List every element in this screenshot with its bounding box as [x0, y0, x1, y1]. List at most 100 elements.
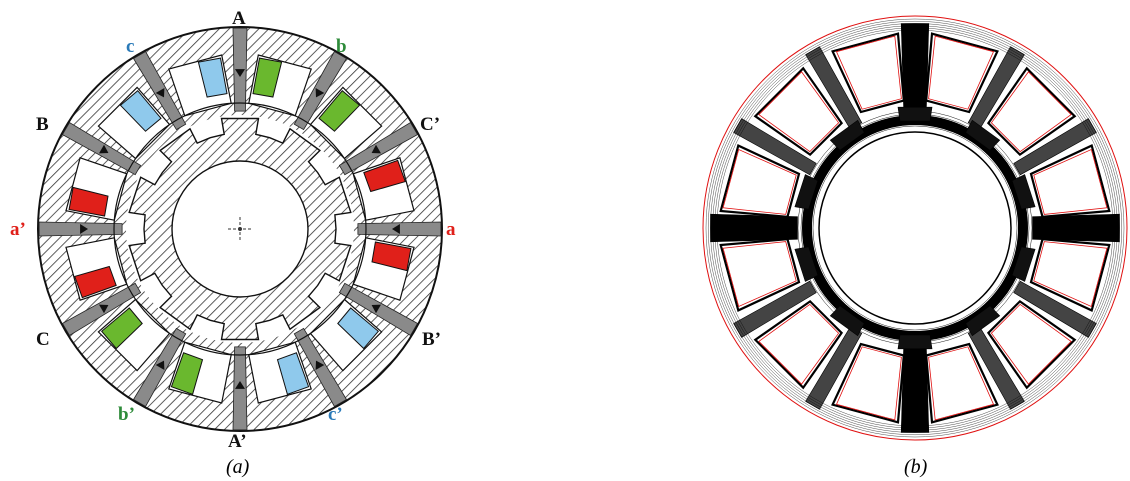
flux-band [1013, 118, 1097, 176]
label-ap: a’ [10, 219, 26, 240]
phase-coil [68, 186, 109, 217]
phase-coil [119, 89, 162, 132]
slot-window [986, 299, 1077, 390]
phase-coil [337, 307, 380, 350]
phase-coil [100, 307, 143, 350]
slot-outline [990, 71, 1072, 153]
flux-band [733, 280, 817, 338]
flux-contour [712, 25, 1118, 431]
slot-window [719, 144, 801, 218]
caption-a: (a) [226, 456, 250, 478]
label-cp: c’ [328, 404, 343, 425]
flux-contour [812, 125, 1018, 331]
label-b: b [336, 36, 347, 57]
phase-coil [74, 265, 117, 299]
motor-cross-section-a [37, 26, 443, 432]
rotor-tooth [1011, 246, 1036, 282]
caption-b: (b) [904, 456, 928, 478]
permanent-magnet [338, 121, 419, 176]
flux-contour [705, 18, 1125, 438]
magnet-arrow [315, 360, 325, 370]
label-Cp: C’ [420, 114, 440, 135]
flux-band [900, 345, 930, 433]
slot-outline [990, 303, 1072, 385]
flux-contour [714, 27, 1116, 429]
flux-band [733, 118, 817, 176]
rotor-tooth [794, 246, 819, 282]
slot-window [831, 32, 905, 114]
label-Ap: A’ [228, 431, 247, 452]
flux-band [710, 213, 798, 243]
magnet-arrow [235, 381, 245, 389]
slot-window [753, 66, 844, 157]
permanent-magnet [293, 50, 348, 131]
rotor-tooth [965, 305, 1001, 337]
stator-slot [309, 86, 383, 160]
magnet-arrow [155, 88, 165, 98]
slot-outline [1033, 148, 1108, 215]
magnet-arrow [315, 88, 325, 98]
slot-outline [1033, 241, 1108, 308]
phase-coil [363, 159, 406, 193]
phase-coil [371, 241, 412, 272]
label-a: a [446, 219, 456, 240]
rotor-tooth [897, 334, 933, 350]
flux-contour [710, 23, 1120, 433]
label-A: A [232, 8, 246, 29]
flux-plot-b [702, 15, 1128, 441]
centre-point [238, 227, 242, 231]
stator-slot [97, 298, 171, 372]
slot-window [925, 342, 999, 424]
magnet-arrow [235, 69, 245, 77]
magnet-arrow [371, 304, 381, 314]
label-Bp: B’ [422, 329, 441, 350]
slot-outline [722, 241, 797, 308]
magnet-arrow [80, 224, 88, 234]
slot-window [1029, 238, 1111, 312]
phase-coil [252, 57, 283, 98]
permanent-magnet [293, 327, 348, 408]
slot-window [831, 342, 905, 424]
permanent-magnet [132, 50, 187, 131]
phase-coil [318, 89, 361, 132]
label-bp: b’ [118, 404, 135, 425]
stator-bore [113, 102, 367, 356]
permanent-magnet [132, 327, 187, 408]
slot-outline [758, 303, 840, 385]
label-c: c [126, 36, 134, 57]
magnet-arrow [99, 304, 109, 314]
flux-contour [716, 29, 1114, 427]
rotor-tooth [965, 119, 1001, 151]
slot-outline [835, 346, 902, 421]
stator-slot [309, 298, 383, 372]
slot-outline [758, 71, 840, 153]
slot-outline [928, 346, 995, 421]
magnet-arrow [99, 144, 109, 154]
flux-band [900, 23, 930, 111]
phase-labels: A A’ B B’ C C’ a a’ b b’ c c’ [10, 8, 456, 452]
slot-window [719, 238, 801, 312]
rotor-tooth [829, 119, 865, 151]
permanent-magnet [61, 282, 142, 337]
slot-outline [928, 35, 995, 110]
stator-slot [97, 86, 171, 160]
slot-outline [835, 35, 902, 110]
rotor-tooth [1011, 174, 1036, 210]
magnet-arrow [371, 144, 381, 154]
permanent-magnet [338, 282, 419, 337]
slot-window [1029, 144, 1111, 218]
permanent-magnet [61, 121, 142, 176]
slot-window [986, 66, 1077, 157]
slot-outline [722, 148, 797, 215]
phase-coil [197, 57, 228, 98]
phase-coil [170, 352, 204, 395]
flux-band [1013, 280, 1097, 338]
label-C: C [36, 329, 50, 350]
magnet-arrow [155, 360, 165, 370]
rotor-bore [818, 131, 1012, 325]
phase-coil [276, 352, 310, 395]
rotor-tooth [897, 106, 933, 122]
rotor-tooth [829, 305, 865, 337]
flux-contour [708, 21, 1122, 435]
